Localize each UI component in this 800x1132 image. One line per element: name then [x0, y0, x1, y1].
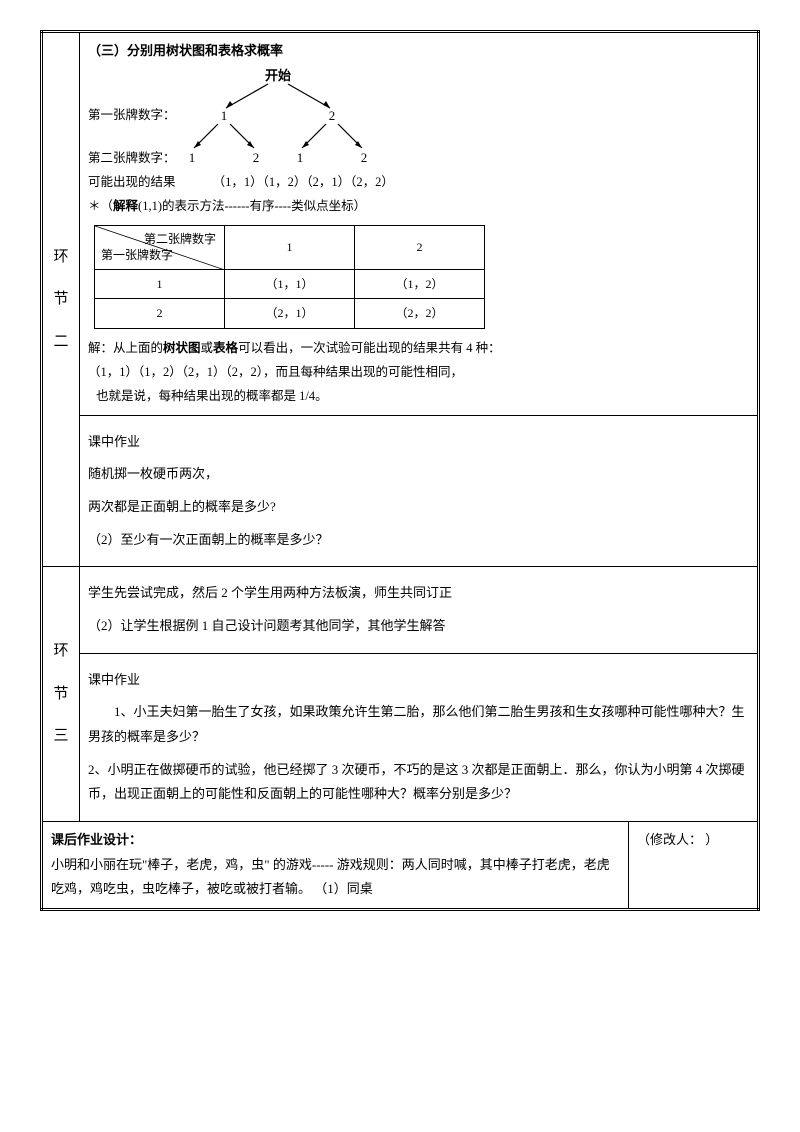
diagonal-header: 第二张牌数字 第一张牌数字	[95, 225, 225, 269]
section-2-homework: 课中作业 随机掷一枚硬币两次， 两次都是正面朝上的概率是多少? （2）至少有一次…	[80, 415, 759, 567]
lesson-plan-table: 环节二 （三）分别用树状图和表格求概率 开始 1 2	[40, 30, 760, 911]
hw2-title: 课中作业	[88, 430, 749, 455]
after-hw-title: 课后作业设计：	[51, 828, 620, 853]
section-3-homework: 课中作业 1、小王夫妇第一胎生了女孩，如果政策允许生第二胎，那么他们第二胎生男孩…	[80, 653, 759, 821]
tree-table-title: （三）分别用树状图和表格求概率	[88, 39, 749, 64]
cell-11: （1，1）	[225, 269, 355, 299]
probability-table: 第二张牌数字 第一张牌数字 1 2 1 （1，1） （1，2） 2 （2，1）	[94, 225, 485, 330]
hw3-q2: 2、小明正在做掷硬币的试验，他已经掷了 3 次硬币，不巧的是这 3 次都是正面朝…	[88, 758, 749, 807]
note-bold: 解释	[113, 199, 138, 213]
explain-b1: 树状图	[163, 341, 201, 355]
after-class-hw: 课后作业设计： 小明和小丽在玩"棒子，老虎，鸡，虫" 的游戏----- 游戏规则…	[42, 822, 629, 910]
col-header-1: 1	[225, 225, 355, 269]
row-header-1: 1	[95, 269, 225, 299]
results-label: 可能出现的结果	[88, 175, 176, 189]
col-header-2: 2	[355, 225, 485, 269]
note-prefix: ＊（	[88, 199, 113, 213]
hw2-line2: 两次都是正面朝上的概率是多少?	[88, 495, 749, 520]
hw3-q1: 1、小王夫妇第一胎生了女孩，如果政策允许生第二胎，那么他们第二胎生男孩和生女孩哪…	[88, 700, 749, 749]
note-rest: (1,1)的表示方法------有序----类似点坐标）	[138, 199, 366, 213]
explain-line2: （1，1）（1，2）（2，1）（2，2），而且每种结果出现的可能性相同，	[88, 361, 749, 385]
row-header-2: 2	[95, 299, 225, 329]
tree-row2-label: 第二张牌数字：	[88, 147, 749, 171]
section-3-intro: 学生先尝试完成，然后 2 个学生用两种方法板演，师生共同订正 （2）让学生根据例…	[80, 567, 759, 653]
hw2-line3: （2）至少有一次正面朝上的概率是多少？	[88, 528, 749, 553]
hw3-title: 课中作业	[88, 668, 749, 693]
reviser-text: （修改人： ）	[637, 828, 749, 853]
explain-line3: 也就是说，每种结果出现的概率都是 1/4。	[96, 385, 749, 409]
section-2-content: （三）分别用树状图和表格求概率 开始 1 2	[80, 32, 759, 416]
tree-row1-label: 第一张牌数字：	[88, 104, 749, 128]
cell-21: （2，1）	[225, 299, 355, 329]
results-values: （1，1）（1，2）（2，1）（2，2）	[213, 175, 394, 189]
sec3-line1: 学生先尝试完成，然后 2 个学生用两种方法板演，师生共同订正	[88, 581, 749, 606]
explain-prefix: 解：从上面的	[88, 341, 163, 355]
hw2-line1: 随机掷一枚硬币两次，	[88, 462, 749, 487]
cell-12: （1，2）	[355, 269, 485, 299]
explain-b2: 表格	[213, 341, 238, 355]
sec3-line2: （2）让学生根据例 1 自己设计问题考其他同学，其他学生解答	[88, 614, 749, 639]
section-label-2: 环节二	[42, 32, 80, 567]
explain-mid: 或	[201, 341, 214, 355]
section-label-3: 环节三	[42, 567, 80, 822]
after-hw-text: 小明和小丽在玩"棒子，老虎，鸡，虫" 的游戏----- 游戏规则：两人同时喊，其…	[51, 853, 620, 902]
reviser-cell: （修改人： ）	[629, 822, 759, 910]
explain-rest: 可以看出，一次试验可能出现的结果共有 4 种：	[238, 341, 501, 355]
cell-22: （2，2）	[355, 299, 485, 329]
